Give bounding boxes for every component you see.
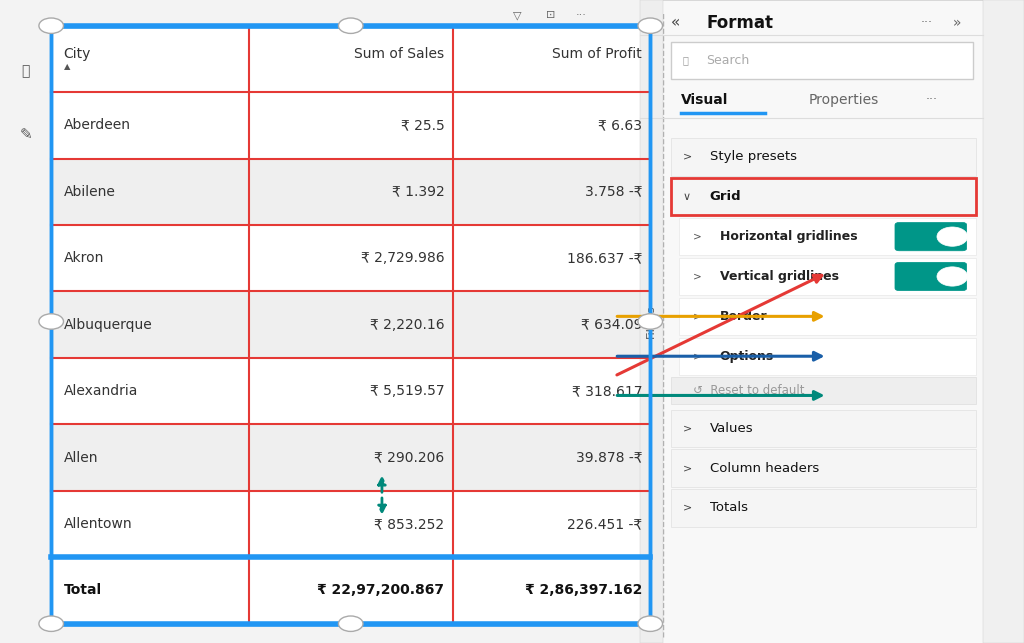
Text: 🔍: 🔍 — [683, 55, 689, 66]
Text: Style presets: Style presets — [710, 150, 797, 163]
Text: ⊡: ⊡ — [546, 10, 556, 21]
Circle shape — [338, 616, 362, 631]
Text: On: On — [907, 271, 924, 282]
Text: Albuquerque: Albuquerque — [63, 318, 153, 332]
Circle shape — [638, 18, 663, 33]
Circle shape — [338, 18, 362, 33]
Text: ▲: ▲ — [63, 62, 70, 71]
Text: ↺  Reset to default: ↺ Reset to default — [693, 385, 805, 397]
FancyBboxPatch shape — [51, 92, 650, 159]
Text: ▽: ▽ — [513, 10, 521, 21]
FancyBboxPatch shape — [51, 358, 650, 424]
FancyBboxPatch shape — [895, 262, 967, 291]
Text: ₹ 25.5: ₹ 25.5 — [400, 118, 444, 132]
FancyBboxPatch shape — [51, 491, 650, 557]
Text: >: > — [683, 503, 692, 513]
Text: Allen: Allen — [63, 451, 98, 465]
Text: ₹ 290.206: ₹ 290.206 — [374, 451, 444, 465]
Text: ₹ 2,86,397.162: ₹ 2,86,397.162 — [524, 583, 642, 597]
Text: ₹ 853.252: ₹ 853.252 — [374, 517, 444, 531]
Text: 186.637 -₹: 186.637 -₹ — [566, 251, 642, 266]
Text: 39.878 -₹: 39.878 -₹ — [575, 451, 642, 465]
FancyBboxPatch shape — [679, 258, 976, 295]
FancyBboxPatch shape — [671, 489, 976, 527]
Text: Values: Values — [710, 422, 754, 435]
Circle shape — [937, 267, 968, 286]
Text: Properties: Properties — [809, 93, 880, 107]
FancyBboxPatch shape — [51, 291, 650, 358]
Text: Filters: Filters — [646, 305, 656, 338]
Text: Options: Options — [720, 350, 774, 363]
Text: 226.451 -₹: 226.451 -₹ — [567, 517, 642, 531]
Circle shape — [638, 616, 663, 631]
FancyBboxPatch shape — [51, 424, 650, 491]
Text: >: > — [693, 271, 702, 282]
Text: ✎: ✎ — [19, 127, 32, 143]
Text: Alexandria: Alexandria — [63, 384, 138, 398]
Text: Sum of Sales: Sum of Sales — [354, 47, 444, 61]
Text: Vertical gridlines: Vertical gridlines — [720, 270, 839, 283]
Text: Visual: Visual — [681, 93, 728, 107]
Text: 3.758 -₹: 3.758 -₹ — [585, 185, 642, 199]
Text: Aberdeen: Aberdeen — [63, 118, 130, 132]
Text: Column headers: Column headers — [710, 462, 819, 475]
FancyBboxPatch shape — [671, 377, 976, 404]
Text: >: > — [683, 463, 692, 473]
Circle shape — [39, 616, 63, 631]
Text: «: « — [671, 15, 680, 30]
Text: ₹ 2,220.16: ₹ 2,220.16 — [370, 318, 444, 332]
Circle shape — [39, 18, 63, 33]
Text: >: > — [693, 311, 702, 322]
Text: Format: Format — [707, 14, 773, 32]
FancyBboxPatch shape — [679, 298, 976, 335]
Text: >: > — [693, 351, 702, 361]
FancyBboxPatch shape — [671, 42, 973, 79]
Text: ···: ··· — [577, 10, 587, 21]
FancyBboxPatch shape — [640, 0, 983, 643]
Text: 📊: 📊 — [22, 64, 30, 78]
Text: Abilene: Abilene — [63, 185, 116, 199]
FancyBboxPatch shape — [679, 218, 976, 255]
Text: Total: Total — [63, 583, 101, 597]
FancyBboxPatch shape — [679, 338, 976, 375]
FancyBboxPatch shape — [51, 225, 650, 291]
Text: Allentown: Allentown — [63, 517, 132, 531]
Text: Totals: Totals — [710, 502, 748, 514]
Text: City: City — [63, 47, 91, 61]
Text: ₹ 634.09: ₹ 634.09 — [581, 318, 642, 332]
FancyBboxPatch shape — [895, 222, 967, 251]
Text: >: > — [693, 231, 702, 242]
Circle shape — [937, 227, 968, 246]
Text: Search: Search — [707, 54, 750, 67]
FancyBboxPatch shape — [671, 178, 976, 215]
Text: >: > — [683, 423, 692, 433]
FancyBboxPatch shape — [983, 0, 1024, 643]
Text: Akron: Akron — [63, 251, 103, 266]
Text: ₹ 2,729.986: ₹ 2,729.986 — [360, 251, 444, 266]
Text: ₹ 6.63: ₹ 6.63 — [598, 118, 642, 132]
Circle shape — [39, 314, 63, 329]
FancyBboxPatch shape — [640, 0, 663, 643]
FancyBboxPatch shape — [51, 159, 650, 225]
Text: Border: Border — [720, 310, 768, 323]
Text: Grid: Grid — [710, 190, 741, 203]
Text: ₹ 1.392: ₹ 1.392 — [391, 185, 444, 199]
Text: ₹ 5,519.57: ₹ 5,519.57 — [370, 384, 444, 398]
FancyBboxPatch shape — [671, 410, 976, 447]
FancyBboxPatch shape — [671, 449, 976, 487]
Text: On: On — [907, 231, 924, 242]
FancyBboxPatch shape — [51, 26, 650, 624]
Text: ₹ 318.617: ₹ 318.617 — [571, 384, 642, 398]
Text: ···: ··· — [921, 16, 933, 29]
Text: Horizontal gridlines: Horizontal gridlines — [720, 230, 857, 243]
FancyBboxPatch shape — [671, 138, 976, 176]
Circle shape — [638, 314, 663, 329]
Text: >: > — [683, 152, 692, 162]
Text: ···: ··· — [926, 93, 938, 106]
Text: Sum of Profit: Sum of Profit — [552, 47, 642, 61]
Text: »: » — [953, 15, 962, 30]
Text: ∨: ∨ — [683, 192, 691, 202]
Text: ₹ 22,97,200.867: ₹ 22,97,200.867 — [317, 583, 444, 597]
